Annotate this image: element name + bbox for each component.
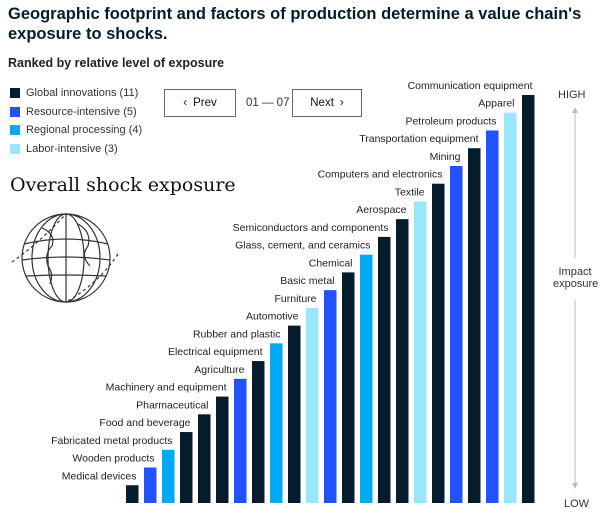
bar-label: Fabricated metal products xyxy=(51,435,172,447)
bar-label: Electrical equipment xyxy=(168,346,263,358)
bar-pharmaceutical xyxy=(198,414,211,503)
bar-label: Textile xyxy=(395,186,425,198)
bar-textile xyxy=(414,201,427,503)
bar-fabricated-metal-products xyxy=(162,449,175,503)
bar-label: Petroleum products xyxy=(405,115,496,127)
bar-label: Medical devices xyxy=(62,470,137,482)
chevron-right-icon: › xyxy=(339,97,344,109)
bar-communication-equipment xyxy=(522,95,535,503)
bar-label: Food and beverage xyxy=(99,417,190,429)
prev-label: Prev xyxy=(193,97,217,109)
bar-label: Transportation equipment xyxy=(359,133,478,145)
bar-aerospace xyxy=(396,219,409,503)
bar-mining xyxy=(450,165,463,503)
bar-label: Automotive xyxy=(246,311,299,323)
bar-label: Basic metal xyxy=(280,275,334,287)
bar-medical-devices xyxy=(126,485,139,503)
legend-item-global: Global innovations (11) xyxy=(10,84,142,103)
bar-electrical-equipment xyxy=(252,361,265,503)
chart-title: Geographic footprint and factors of prod… xyxy=(8,5,582,43)
bar-label: Rubber and plastic xyxy=(193,328,281,340)
legend-swatch xyxy=(10,125,20,136)
legend-item-labor: Labor-intensive (3) xyxy=(10,140,142,159)
legend-swatch xyxy=(10,88,20,99)
bar-machinery-and-equipment xyxy=(216,396,229,503)
bar-petroleum-products xyxy=(486,130,499,503)
bar-wooden-products xyxy=(144,467,157,503)
bar-food-and-beverage xyxy=(180,432,193,503)
next-label: Next xyxy=(310,97,334,109)
chart-subtitle: Ranked by relative level of exposure xyxy=(8,56,225,70)
legend-label: Global innovations (11) xyxy=(26,87,139,100)
globe-icon xyxy=(11,213,119,303)
bar-label: Apparel xyxy=(478,98,514,110)
bar-apparel xyxy=(504,112,517,503)
bar-label: Computers and electronics xyxy=(318,169,443,181)
bar-label: Communication equipment xyxy=(408,80,533,92)
bar-label: Chemical xyxy=(309,257,353,269)
chevron-left-icon: ‹ xyxy=(183,97,188,109)
bar-label: Agriculture xyxy=(194,364,244,376)
axis-low-label: LOW xyxy=(564,498,590,510)
bar-label: Semiconductors and components xyxy=(233,222,389,234)
bar-label: Furniture xyxy=(274,293,316,305)
legend-item-regional: Regional processing (4) xyxy=(10,121,142,140)
bar-furniture xyxy=(306,307,319,503)
legend: Global innovations (11) Resource-intensi… xyxy=(10,84,142,158)
legend-swatch xyxy=(10,106,20,117)
axis-middle-line2: exposure xyxy=(553,278,599,290)
legend-swatch xyxy=(10,143,20,154)
bar-label: Pharmaceutical xyxy=(136,399,208,411)
bar-rubber-and-plastic xyxy=(270,343,283,503)
bar-label: Machinery and equipment xyxy=(106,382,227,394)
legend-item-resource: Resource-intensive (5) xyxy=(10,103,142,122)
legend-label: Regional processing (4) xyxy=(26,124,143,137)
arrow-down-icon xyxy=(572,483,578,489)
bar-label: Glass, cement, and ceramics xyxy=(235,240,370,252)
prev-button[interactable]: ‹ Prev xyxy=(164,89,236,117)
bar-label: Aerospace xyxy=(356,204,406,216)
bar-chemical xyxy=(342,272,355,503)
bar-glass-cement-and-ceramics xyxy=(360,254,373,503)
bar-label: Wooden products xyxy=(72,453,154,465)
axis-middle-label: Impact exposure xyxy=(553,266,599,290)
bar-transportation-equipment xyxy=(468,148,481,503)
bar-agriculture xyxy=(234,378,247,503)
bar-semiconductors-and-components xyxy=(378,236,391,504)
legend-label: Labor-intensive (3) xyxy=(26,142,118,155)
axis-high-label: HIGH xyxy=(558,89,586,101)
axis-middle-line1: Impact xyxy=(558,266,592,278)
panel-title: Overall shock exposure xyxy=(10,174,236,196)
bar-label: Mining xyxy=(430,151,461,163)
next-button[interactable]: Next › xyxy=(292,89,362,117)
arrow-up-icon xyxy=(572,107,578,113)
bar-basic-metal xyxy=(324,290,337,503)
bar-automotive xyxy=(288,325,301,503)
bar-computers-and-electronics xyxy=(432,183,445,503)
page-indicator: 01 — 07 xyxy=(246,97,290,109)
legend-label: Resource-intensive (5) xyxy=(26,105,137,118)
